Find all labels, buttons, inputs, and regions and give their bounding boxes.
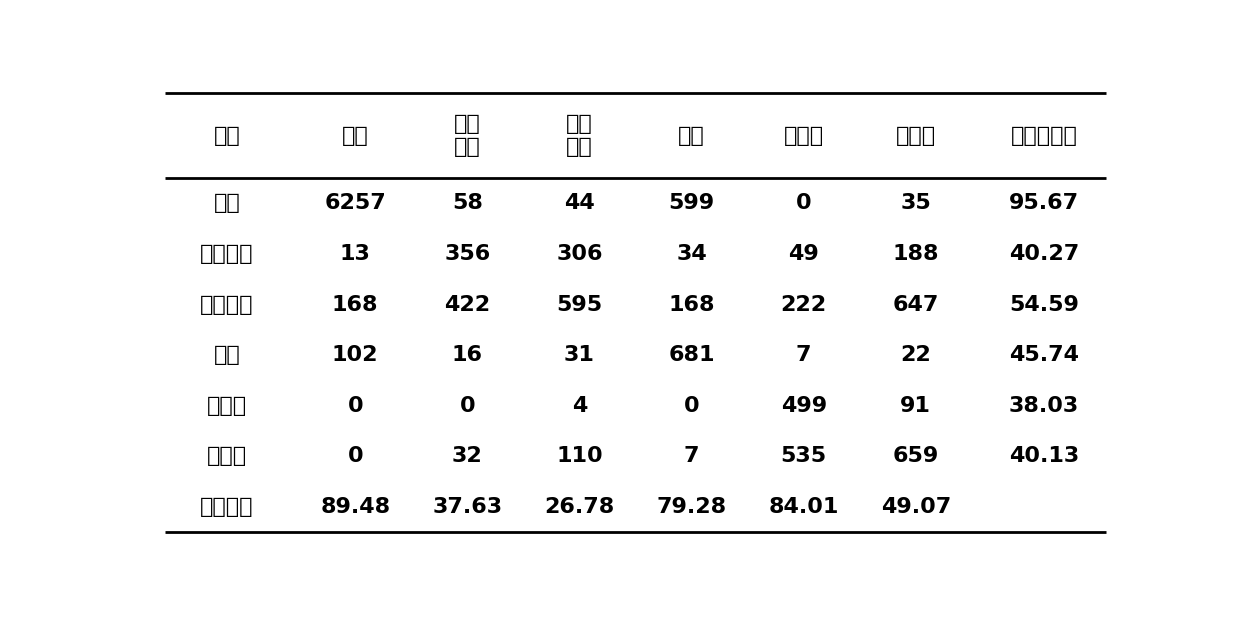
Text: 稀疏植被: 稀疏植被 xyxy=(201,295,254,314)
Text: 44: 44 xyxy=(564,194,595,214)
Text: 659: 659 xyxy=(893,446,939,466)
Text: 102: 102 xyxy=(332,345,378,365)
Text: 84.01: 84.01 xyxy=(769,496,839,517)
Text: 稀疏
植被: 稀疏 植被 xyxy=(567,114,593,157)
Text: 裸地: 裸地 xyxy=(213,345,241,365)
Text: 7: 7 xyxy=(683,446,699,466)
Text: 40.13: 40.13 xyxy=(1009,446,1079,466)
Text: 生产者精度: 生产者精度 xyxy=(1011,126,1078,145)
Text: 0: 0 xyxy=(460,396,475,415)
Text: 32: 32 xyxy=(451,446,482,466)
Text: 599: 599 xyxy=(668,194,714,214)
Text: 37.63: 37.63 xyxy=(433,496,502,517)
Text: 356: 356 xyxy=(444,244,491,264)
Text: 4: 4 xyxy=(572,396,587,415)
Text: 535: 535 xyxy=(781,446,827,466)
Text: 89.48: 89.48 xyxy=(320,496,391,517)
Text: 188: 188 xyxy=(893,244,939,264)
Text: 0: 0 xyxy=(683,396,699,415)
Text: 38.03: 38.03 xyxy=(1009,396,1079,415)
Text: 茂密植被: 茂密植被 xyxy=(201,244,254,264)
Text: 647: 647 xyxy=(893,295,939,314)
Text: 595: 595 xyxy=(557,295,603,314)
Text: 79.28: 79.28 xyxy=(656,496,727,517)
Text: 110: 110 xyxy=(556,446,603,466)
Text: 168: 168 xyxy=(668,295,714,314)
Text: 斜建筑: 斜建筑 xyxy=(207,446,247,466)
Text: 499: 499 xyxy=(781,396,827,415)
Text: 7: 7 xyxy=(796,345,811,365)
Text: 31: 31 xyxy=(564,345,595,365)
Text: 22: 22 xyxy=(900,345,931,365)
Text: 正建筑: 正建筑 xyxy=(207,396,247,415)
Text: 裸地: 裸地 xyxy=(678,126,704,145)
Text: 正建筑: 正建筑 xyxy=(784,126,823,145)
Text: 91: 91 xyxy=(900,396,931,415)
Text: 0: 0 xyxy=(347,396,363,415)
Text: 35: 35 xyxy=(900,194,931,214)
Text: 681: 681 xyxy=(668,345,714,365)
Text: 306: 306 xyxy=(557,244,603,264)
Text: 用户精度: 用户精度 xyxy=(201,496,254,517)
Text: 斜建筑: 斜建筑 xyxy=(895,126,936,145)
Text: 34: 34 xyxy=(676,244,707,264)
Text: 422: 422 xyxy=(444,295,490,314)
Text: 49.07: 49.07 xyxy=(880,496,951,517)
Text: 水体: 水体 xyxy=(213,194,241,214)
Text: 6257: 6257 xyxy=(325,194,386,214)
Text: 168: 168 xyxy=(332,295,378,314)
Text: 0: 0 xyxy=(347,446,363,466)
Text: 45.74: 45.74 xyxy=(1009,345,1079,365)
Text: 222: 222 xyxy=(781,295,827,314)
Text: 13: 13 xyxy=(340,244,371,264)
Text: 类别: 类别 xyxy=(213,126,241,145)
Text: 茂密
植被: 茂密 植被 xyxy=(454,114,481,157)
Text: 54.59: 54.59 xyxy=(1009,295,1079,314)
Text: 26.78: 26.78 xyxy=(544,496,615,517)
Text: 49: 49 xyxy=(789,244,820,264)
Text: 58: 58 xyxy=(451,194,482,214)
Text: 0: 0 xyxy=(796,194,811,214)
Text: 水体: 水体 xyxy=(342,126,368,145)
Text: 95.67: 95.67 xyxy=(1009,194,1079,214)
Text: 16: 16 xyxy=(451,345,482,365)
Text: 40.27: 40.27 xyxy=(1009,244,1079,264)
